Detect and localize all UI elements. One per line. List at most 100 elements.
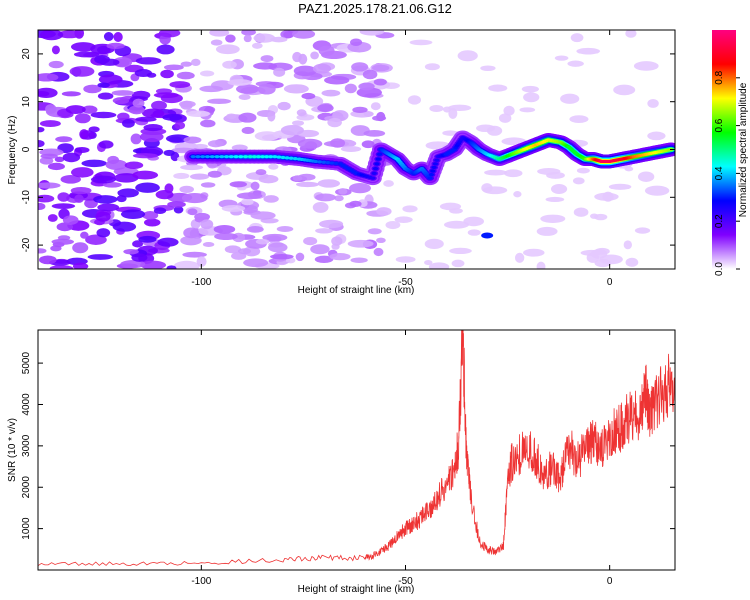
spectrogram-noise-blob <box>166 265 177 269</box>
spectrogram-noise-blob <box>241 30 256 36</box>
spectrogram-noise-blob <box>38 126 45 133</box>
spectrogram-ridge-point <box>321 160 327 164</box>
spectrogram-noise-blob <box>481 183 493 193</box>
spectrogram-noise-blob <box>72 242 89 254</box>
spectrogram-noise-blob <box>106 42 125 50</box>
spectrogram-noise-blob <box>123 249 139 255</box>
spectrogram-ridge-point <box>428 172 434 177</box>
spectrogram-noise-blob <box>221 205 246 212</box>
spectrogram-noise-blob <box>199 85 224 93</box>
spectrogram-noise-blob <box>140 260 167 269</box>
spectrogram-noise-blob <box>122 118 135 128</box>
spectrogram-noise-blob <box>349 200 362 207</box>
spectrogram-noise-blob <box>292 120 305 126</box>
spectrogram-noise-blob <box>132 98 145 108</box>
spectrogram-noise-blob <box>298 53 308 65</box>
spectrogram-noise-blob <box>158 30 181 38</box>
spectrogram-noise-blob <box>173 260 200 269</box>
spectrogram-noise-blob <box>214 232 238 241</box>
spectrogram-noise-blob <box>283 31 295 39</box>
colorbar-tick-label: 0.0 <box>714 262 725 276</box>
spectrogram-noise-blob <box>293 65 317 77</box>
spectrogram-noise-blob <box>573 207 589 217</box>
spectrogram-noise-blob <box>310 244 330 255</box>
spectrogram-ridge-point <box>325 161 331 165</box>
spectrogram-noise-blob <box>623 240 632 250</box>
colorbar-label: Normalized spectral amplitude <box>738 82 749 217</box>
spectrogram-noise-blob <box>519 107 536 113</box>
spectrogram-noise-blob <box>62 152 81 163</box>
spectrogram-noise-blob <box>99 58 120 66</box>
spectrogram-ridge-point <box>264 155 270 159</box>
spectrogram-noise-blob <box>174 121 186 130</box>
spectrogram-noise-blob <box>291 30 316 39</box>
spectrogram-noise-blob <box>38 182 61 189</box>
spectrogram-noise-blob <box>93 195 118 204</box>
spectrogram-noise-blob <box>229 181 248 188</box>
spectrogram-noise-blob <box>315 228 333 234</box>
spectrogram-noise-blob <box>523 92 540 103</box>
spectrogram-noise-blob <box>54 156 65 163</box>
spectrogram-noise-blob <box>186 110 211 118</box>
spectrogram-noise-blob <box>372 64 390 72</box>
spectrogram-ridge-point <box>223 155 230 159</box>
colorbar-tick-label: 0.8 <box>714 70 725 84</box>
spectrogram-ridge-point <box>228 155 234 159</box>
spectrogram-ridge-point <box>372 167 379 171</box>
spectrogram-noise-blob <box>173 172 190 180</box>
spectrogram-noise-blob <box>257 83 276 95</box>
spectrogram-noise-blob <box>38 255 57 265</box>
spectrogram-ridge-point <box>204 155 211 159</box>
spectrogram-ridge-point <box>371 171 377 175</box>
spectrogram-noise-blob <box>503 105 515 116</box>
spectrogram-noise-blob <box>644 185 670 196</box>
spectrogram-noise-blob <box>560 93 580 104</box>
spectrogram-noise-blob <box>95 211 111 222</box>
spectrogram-noise-blob <box>361 140 375 149</box>
spectrogram-noise-blob <box>138 235 157 243</box>
spectrogram-noise-blob <box>143 218 161 227</box>
spectrogram-noise-blob <box>209 30 230 37</box>
spectrogram-noise-blob <box>48 60 64 69</box>
spectrogram-noise-blob <box>38 139 45 148</box>
spectrogram-noise-blob <box>262 233 288 242</box>
spectrogram-noise-blob <box>120 260 146 269</box>
snr-panel: -100 -50 0 1000 2000 3000 4000 5000 Height of … <box>7 329 676 595</box>
spectrogram-noise-blob <box>407 95 422 105</box>
spectrogram-noise-blob <box>61 91 81 97</box>
spectrogram-noise-blob <box>253 62 278 70</box>
spectrogram-ridge-point <box>242 155 249 159</box>
spectrogram-noise-blob <box>521 85 539 93</box>
spectrogram-noise-blob <box>439 202 462 211</box>
spectrogram-noise-blob <box>315 193 336 202</box>
spectrogram-noise-blob <box>132 153 158 159</box>
spectrogram-ridge-point <box>333 161 339 166</box>
spectrogram-noise-blob <box>132 240 144 248</box>
spectrogram-noise-blob <box>334 195 344 202</box>
spectrogram-noise-blob <box>569 115 589 123</box>
spectrogram-noise-blob <box>484 169 508 176</box>
spectrogram-noise-blob <box>222 60 237 69</box>
spectrogram-noise-blob <box>162 113 183 121</box>
spectrogram-noise-blob <box>57 192 70 202</box>
spectrogram-noise-blob <box>319 219 344 229</box>
spectrogram-noise-blob <box>236 192 263 200</box>
spectrogram-noise-blob <box>81 105 98 114</box>
spectrogram-noise-blob <box>139 131 164 143</box>
spectrogram-noise-blob <box>156 44 175 55</box>
spectrogram-noise-blob <box>98 140 114 149</box>
spectrogram-noise-blob <box>429 104 444 113</box>
spectrogram-noise-blob <box>254 131 280 141</box>
spectrogram-noise-blob <box>647 98 659 108</box>
spectrogram-noise-blob <box>327 117 342 128</box>
spectrogram-noise-blob <box>180 164 204 171</box>
spectrogram-noise-blob <box>81 159 107 168</box>
spectrogram-noise-blob <box>183 136 202 144</box>
spectrogram-noise-blob <box>347 239 374 248</box>
spectrogram-noise-blob <box>376 237 386 243</box>
spectrogram-noise-blob <box>182 251 207 258</box>
spectrogram-x-tick-label: 0 <box>607 277 613 288</box>
spectrogram-noise-blob <box>554 55 569 61</box>
spectrogram-ridge-point <box>233 155 239 159</box>
snr-y-tick-label: 2000 <box>21 476 32 499</box>
